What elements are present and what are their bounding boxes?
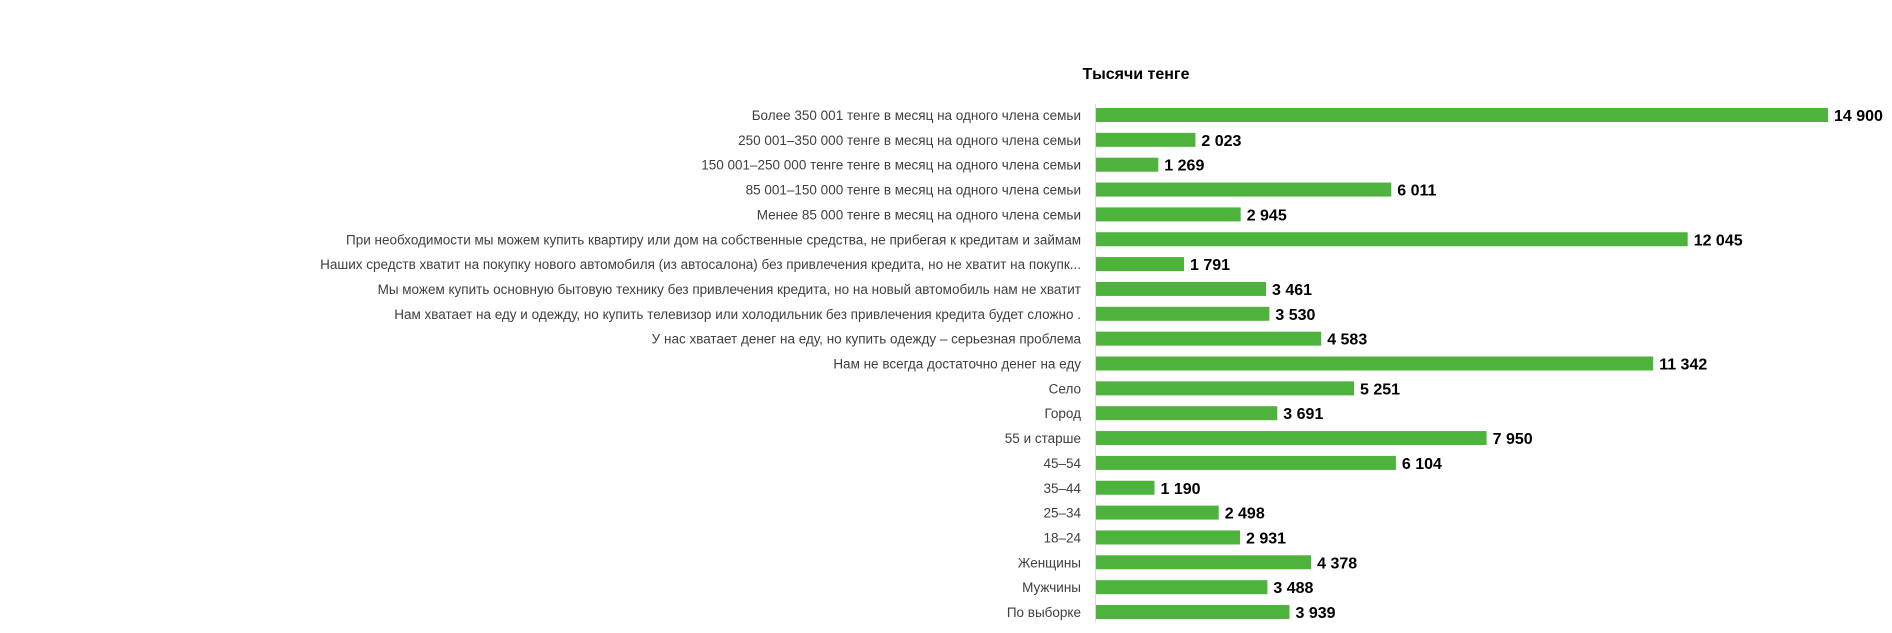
data-label: 6 104	[1402, 456, 1442, 473]
chart-title: Тысячи тенге	[1083, 66, 1190, 83]
data-label: 3 530	[1275, 307, 1315, 324]
data-label: 12 045	[1694, 232, 1743, 249]
bar	[1096, 431, 1487, 446]
category-label: При необходимости мы можем купить кварти…	[346, 232, 1081, 247]
data-label: 3 939	[1296, 605, 1336, 622]
category-label: 45–54	[1043, 456, 1081, 471]
bar	[1096, 356, 1654, 371]
category-label: У нас хватает денег на еду, но купить од…	[652, 332, 1082, 347]
bar	[1096, 232, 1688, 247]
bar	[1096, 480, 1155, 495]
data-label: 1 190	[1161, 481, 1201, 498]
data-label: 1 269	[1164, 158, 1204, 175]
category-label: Наших средств хватит на покупку нового а…	[320, 257, 1081, 272]
category-label: Мы можем купить основную бытовую технику…	[378, 282, 1081, 297]
bar	[1096, 157, 1159, 172]
bar	[1096, 381, 1354, 396]
category-label: Нам хватает на еду и одежду, но купить т…	[394, 307, 1081, 322]
category-label: 18–24	[1043, 530, 1081, 545]
data-label: 4 378	[1317, 555, 1357, 572]
data-label: 2 945	[1247, 207, 1287, 224]
bar	[1096, 257, 1184, 272]
data-label: 14 900	[1834, 108, 1883, 125]
category-label: По выборке	[1007, 605, 1081, 620]
data-label: 1 791	[1190, 257, 1230, 274]
category-label: 85 001–150 000 тенге в месяц на одного ч…	[746, 183, 1081, 198]
category-label: Нам не всегда достаточно денег на еду	[833, 357, 1081, 372]
bar	[1096, 455, 1396, 470]
data-label: 3 488	[1273, 580, 1313, 597]
data-label: 11 342	[1659, 357, 1707, 374]
data-label: 5 251	[1360, 381, 1400, 398]
data-label: 3 461	[1272, 282, 1312, 299]
bar	[1096, 281, 1266, 296]
category-label: 150 001–250 000 тенге тенге в месяц на о…	[701, 158, 1081, 173]
category-label: Село	[1049, 381, 1081, 396]
data-label: 7 950	[1493, 431, 1533, 448]
bar	[1096, 505, 1219, 520]
category-label: Женщины	[1018, 555, 1081, 570]
data-label: 2 498	[1225, 506, 1265, 523]
bar	[1096, 108, 1828, 122]
data-label: 3 691	[1283, 406, 1323, 423]
data-label: 2 023	[1201, 133, 1241, 150]
bar	[1096, 406, 1278, 421]
data-label: 2 931	[1246, 530, 1286, 547]
bar	[1096, 306, 1270, 321]
category-label: 35–44	[1043, 481, 1081, 496]
bar	[1096, 132, 1196, 147]
category-label: Менее 85 000 тенге в месяц на одного чле…	[757, 207, 1081, 222]
data-label: 6 011	[1397, 183, 1436, 200]
category-label: 250 001–350 000 тенге в месяц на одного …	[738, 133, 1081, 148]
bar	[1096, 331, 1322, 346]
category-label: Город	[1044, 406, 1081, 421]
bars-group: Более 350 001 тенге в месяц на одного чл…	[320, 108, 1883, 622]
category-label: Мужчины	[1022, 580, 1081, 595]
bar	[1096, 555, 1312, 570]
category-label: Более 350 001 тенге в месяц на одного чл…	[752, 108, 1081, 123]
bar	[1096, 530, 1240, 545]
bar	[1096, 605, 1290, 619]
bar	[1096, 182, 1392, 197]
bar	[1096, 207, 1241, 222]
bar	[1096, 580, 1268, 595]
category-label: 25–34	[1043, 506, 1081, 521]
data-label: 4 583	[1327, 332, 1367, 349]
category-label: 55 и старше	[1005, 431, 1081, 446]
